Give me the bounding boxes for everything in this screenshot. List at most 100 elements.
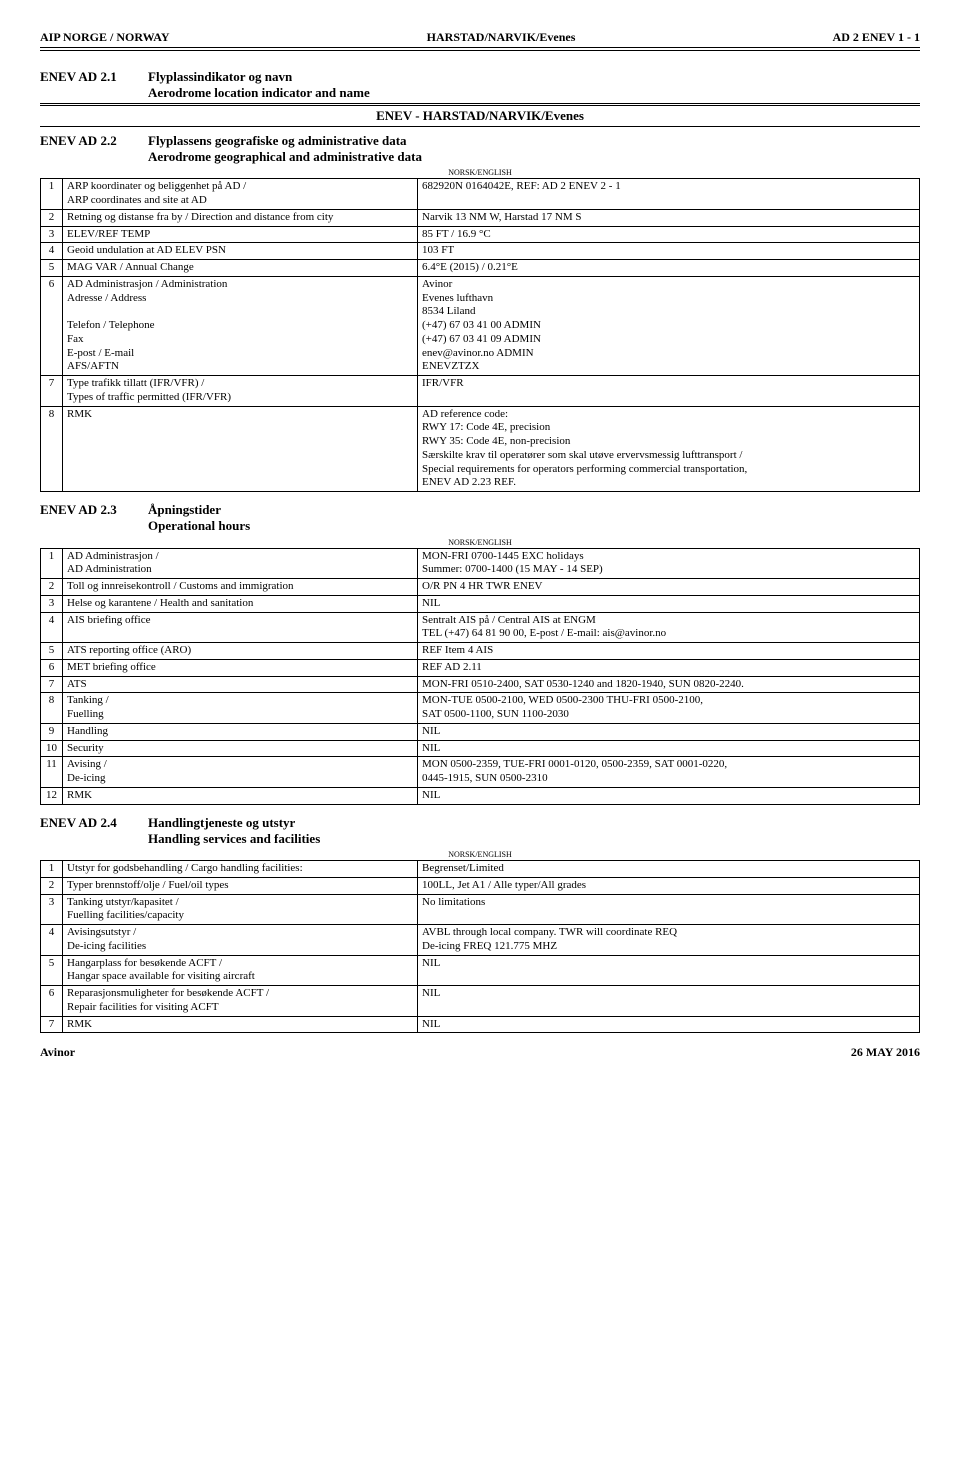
table-row: 10SecurityNIL: [41, 740, 920, 757]
page-header: AIP NORGE / NORWAY HARSTAD/NARVIK/Evenes…: [40, 30, 920, 48]
row-value: NIL: [418, 723, 920, 740]
row-value: MON 0500-2359, TUE-FRI 0001-0120, 0500-2…: [418, 757, 920, 788]
row-num: 2: [41, 209, 63, 226]
row-value: Sentralt AIS på / Central AIS at ENGM TE…: [418, 612, 920, 643]
header-center: HARSTAD/NARVIK/Evenes: [427, 30, 576, 45]
row-value: REF Item 4 AIS: [418, 643, 920, 660]
row-value: Narvik 13 NM W, Harstad 17 NM S: [418, 209, 920, 226]
row-num: 1: [41, 548, 63, 579]
table-row: 7Type trafikk tillatt (IFR/VFR) / Types …: [41, 376, 920, 407]
row-num: 5: [41, 643, 63, 660]
norsk-2-3: NORSK/ENGLISH: [40, 538, 920, 548]
row-label: Helse og karantene / Health and sanitati…: [63, 595, 418, 612]
row-label: MAG VAR / Annual Change: [63, 260, 418, 277]
row-label: Typer brennstoff/olje / Fuel/oil types: [63, 877, 418, 894]
row-num: 2: [41, 579, 63, 596]
table-row: 3Helse og karantene / Health and sanitat…: [41, 595, 920, 612]
page-footer: Avinor 26 MAY 2016: [40, 1045, 920, 1060]
section-2-1-title-no: Flyplassindikator og navn: [148, 69, 292, 84]
section-2-2-header: ENEV AD 2.2 Flyplassens geografiske og a…: [40, 133, 920, 167]
row-label: RMK: [63, 1016, 418, 1033]
row-num: 6: [41, 659, 63, 676]
row-value: REF AD 2.11: [418, 659, 920, 676]
row-num: 5: [41, 955, 63, 986]
row-label: Tanking utstyr/kapasitet / Fuelling faci…: [63, 894, 418, 925]
table-row: 8Tanking / FuellingMON-TUE 0500-2100, WE…: [41, 693, 920, 724]
row-value: Avinor Evenes lufthavn 8534 Liland (+47)…: [418, 276, 920, 375]
table-row: 12RMKNIL: [41, 787, 920, 804]
table-row: 11Avising / De-icingMON 0500-2359, TUE-F…: [41, 757, 920, 788]
section-2-1-header: ENEV AD 2.1 Flyplassindikator og navn Ae…: [40, 61, 920, 104]
row-num: 5: [41, 260, 63, 277]
row-value: NIL: [418, 986, 920, 1017]
row-label: Retning og distanse fra by / Direction a…: [63, 209, 418, 226]
table-row: 6Reparasjonsmuligheter for besøkende ACF…: [41, 986, 920, 1017]
table-row: 5Hangarplass for besøkende ACFT / Hangar…: [41, 955, 920, 986]
row-value: NIL: [418, 595, 920, 612]
section-2-2-title-no: Flyplassens geografiske og administrativ…: [148, 133, 407, 148]
section-2-4-title-no: Handlingtjeneste og utstyr: [148, 815, 295, 830]
row-label: Avising / De-icing: [63, 757, 418, 788]
row-num: 4: [41, 612, 63, 643]
section-2-4-title-en: Handling services and facilities: [148, 831, 920, 847]
row-num: 6: [41, 986, 63, 1017]
row-label: Reparasjonsmuligheter for besøkende ACFT…: [63, 986, 418, 1017]
row-value: 103 FT: [418, 243, 920, 260]
row-label: MET briefing office: [63, 659, 418, 676]
row-label: Tanking / Fuelling: [63, 693, 418, 724]
table-2-4: 1Utstyr for godsbehandling / Cargo handl…: [40, 860, 920, 1033]
section-2-4-titles: Handlingtjeneste og utstyr Handling serv…: [148, 815, 920, 848]
section-2-1-id: ENEV AD 2.1: [40, 69, 148, 102]
table-row: 7ATSMON-FRI 0510-2400, SAT 0530-1240 and…: [41, 676, 920, 693]
row-num: 9: [41, 723, 63, 740]
row-value: AVBL through local company. TWR will coo…: [418, 925, 920, 956]
row-value: NIL: [418, 1016, 920, 1033]
row-value: NIL: [418, 740, 920, 757]
table-row: 2Retning og distanse fra by / Direction …: [41, 209, 920, 226]
row-label: RMK: [63, 787, 418, 804]
header-left: AIP NORGE / NORWAY: [40, 30, 170, 45]
row-num: 11: [41, 757, 63, 788]
row-num: 8: [41, 406, 63, 492]
table-row: 3ELEV/REF TEMP85 FT / 16.9 °C: [41, 226, 920, 243]
row-label: Utstyr for godsbehandling / Cargo handli…: [63, 861, 418, 878]
section-2-3-title-no: Åpningstider: [148, 502, 221, 517]
table-row: 2Typer brennstoff/olje / Fuel/oil types1…: [41, 877, 920, 894]
norsk-2-4: NORSK/ENGLISH: [40, 850, 920, 860]
row-value: NIL: [418, 787, 920, 804]
row-value: 682920N 0164042E, REF: AD 2 ENEV 2 - 1: [418, 179, 920, 210]
table-row: 8RMKAD reference code: RWY 17: Code 4E, …: [41, 406, 920, 492]
row-label: Geoid undulation at AD ELEV PSN: [63, 243, 418, 260]
row-value: MON-TUE 0500-2100, WED 0500-2300 THU-FRI…: [418, 693, 920, 724]
row-value: No limitations: [418, 894, 920, 925]
row-num: 7: [41, 676, 63, 693]
table-row: 4AIS briefing officeSentralt AIS på / Ce…: [41, 612, 920, 643]
table-row: 9HandlingNIL: [41, 723, 920, 740]
row-label: ARP koordinater og beliggenhet på AD / A…: [63, 179, 418, 210]
table-row: 3Tanking utstyr/kapasitet / Fuelling fac…: [41, 894, 920, 925]
header-rule: [40, 50, 920, 51]
row-value: AD reference code: RWY 17: Code 4E, prec…: [418, 406, 920, 492]
row-num: 1: [41, 179, 63, 210]
table-row: 1Utstyr for godsbehandling / Cargo handl…: [41, 861, 920, 878]
table-2-2: 1ARP koordinater og beliggenhet på AD / …: [40, 178, 920, 492]
row-num: 2: [41, 877, 63, 894]
row-num: 7: [41, 1016, 63, 1033]
row-value: 85 FT / 16.9 °C: [418, 226, 920, 243]
header-right: AD 2 ENEV 1 - 1: [833, 30, 920, 45]
row-label: Hangarplass for besøkende ACFT / Hangar …: [63, 955, 418, 986]
section-2-4-id: ENEV AD 2.4: [40, 815, 148, 848]
table-row: 5MAG VAR / Annual Change6.4°E (2015) / 0…: [41, 260, 920, 277]
section-2-1-big: ENEV - HARSTAD/NARVIK/Evenes: [40, 105, 920, 127]
table-row: 1ARP koordinater og beliggenhet på AD / …: [41, 179, 920, 210]
row-label: ELEV/REF TEMP: [63, 226, 418, 243]
table-row: 5ATS reporting office (ARO)REF Item 4 AI…: [41, 643, 920, 660]
footer-left: Avinor: [40, 1045, 75, 1060]
table-row: 6AD Administrasjon / Administration Adre…: [41, 276, 920, 375]
row-label: Security: [63, 740, 418, 757]
section-2-3-header: ENEV AD 2.3 Åpningstider Operational hou…: [40, 502, 920, 536]
row-num: 1: [41, 861, 63, 878]
row-num: 4: [41, 243, 63, 260]
section-2-2-titles: Flyplassens geografiske og administrativ…: [148, 133, 920, 166]
table-row: 6MET briefing officeREF AD 2.11: [41, 659, 920, 676]
